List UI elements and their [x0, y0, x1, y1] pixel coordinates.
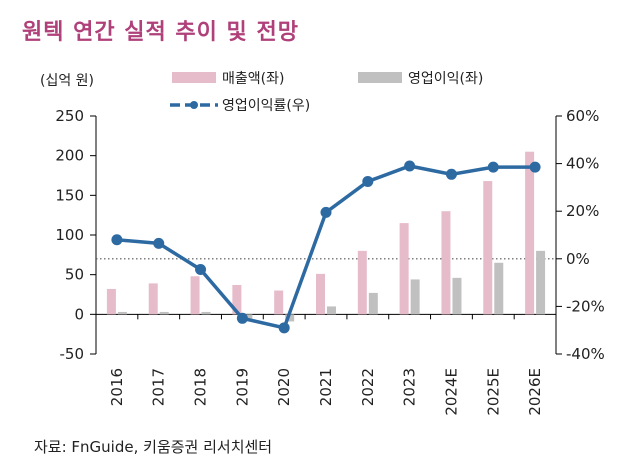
- x-tick-label: 2019: [233, 368, 251, 406]
- bar-revenue: [106, 288, 116, 315]
- x-tick-label: 2026E: [526, 368, 544, 416]
- bar-op-profit: [159, 311, 169, 315]
- x-tick-label: 2018: [192, 368, 210, 406]
- y-left-unit-label: (십억 원): [40, 73, 94, 89]
- legend-marker-margin: [190, 101, 198, 109]
- point-margin: [278, 322, 290, 334]
- point-margin: [529, 161, 541, 173]
- chart-title: 원텍 연간 실적 추이 및 전망: [22, 20, 299, 45]
- source-note: 자료: FnGuide, 키움증권 리서치센터: [34, 438, 273, 456]
- y-left-tick-label: 50: [65, 266, 84, 284]
- y-right-tick-label: 0%: [566, 250, 590, 268]
- bar-op-profit: [536, 250, 546, 315]
- bar-op-profit: [327, 306, 336, 315]
- y-left-tick-label: 250: [55, 107, 84, 125]
- y-right-tick-label: 40%: [566, 155, 599, 173]
- x-tick-label: 2025E: [484, 368, 502, 416]
- point-margin: [320, 206, 332, 218]
- point-margin: [362, 175, 374, 187]
- bar-revenue: [316, 273, 325, 315]
- x-tick-label: 2016: [108, 368, 126, 406]
- bar-op-profit: [285, 314, 295, 322]
- bar-revenue: [232, 284, 242, 315]
- point-margin: [195, 264, 207, 276]
- x-tick-label: 2024E: [442, 368, 460, 416]
- y-right-tick-label: 20%: [566, 202, 599, 220]
- legend-label-op-profit: 영업이익(좌): [408, 71, 483, 87]
- x-tick-label: 2022: [359, 368, 377, 406]
- bar-revenue: [148, 283, 158, 315]
- bar-op-profit: [410, 279, 420, 315]
- bar-revenue: [274, 290, 284, 315]
- y-left-tick-label: 150: [55, 186, 84, 204]
- bar-revenue: [399, 223, 409, 315]
- x-tick-label: 2017: [150, 368, 168, 406]
- point-margin: [404, 160, 416, 172]
- point-margin: [153, 237, 165, 249]
- point-margin: [236, 312, 248, 324]
- legend-swatch-op-profit: [358, 72, 402, 83]
- bar-revenue: [483, 181, 493, 315]
- point-margin: [487, 161, 499, 173]
- bar-revenue: [525, 151, 535, 315]
- bar-op-profit: [117, 311, 127, 315]
- y-left-tick-label: 100: [55, 226, 84, 244]
- bar-op-profit: [368, 292, 378, 315]
- x-tick-label: 2020: [275, 368, 293, 406]
- bar-op-profit: [201, 311, 211, 315]
- y-right-tick-label: -40%: [566, 345, 605, 363]
- x-tick-label: 2023: [401, 368, 419, 406]
- y-right-tick-label: 60%: [566, 107, 599, 125]
- point-margin: [111, 234, 123, 246]
- legend-label-revenue: 매출액(좌): [222, 71, 284, 87]
- x-tick-label: 2021: [317, 368, 335, 406]
- bar-revenue: [357, 250, 367, 315]
- series-line-margin: [116, 164, 536, 330]
- y-left-tick-label: -50: [60, 345, 85, 363]
- y-left-tick-label: 200: [55, 147, 84, 165]
- bar-op-profit: [494, 262, 504, 315]
- bar-revenue: [441, 211, 451, 315]
- point-margin: [445, 168, 457, 180]
- legend-swatch-revenue: [172, 72, 216, 83]
- y-left-tick-label: 0: [74, 305, 84, 323]
- y-right-tick-label: -20%: [566, 297, 605, 315]
- legend-label-margin: 영업이익률(우): [222, 98, 310, 114]
- bar-op-profit: [452, 277, 462, 315]
- bar-revenue: [190, 276, 200, 315]
